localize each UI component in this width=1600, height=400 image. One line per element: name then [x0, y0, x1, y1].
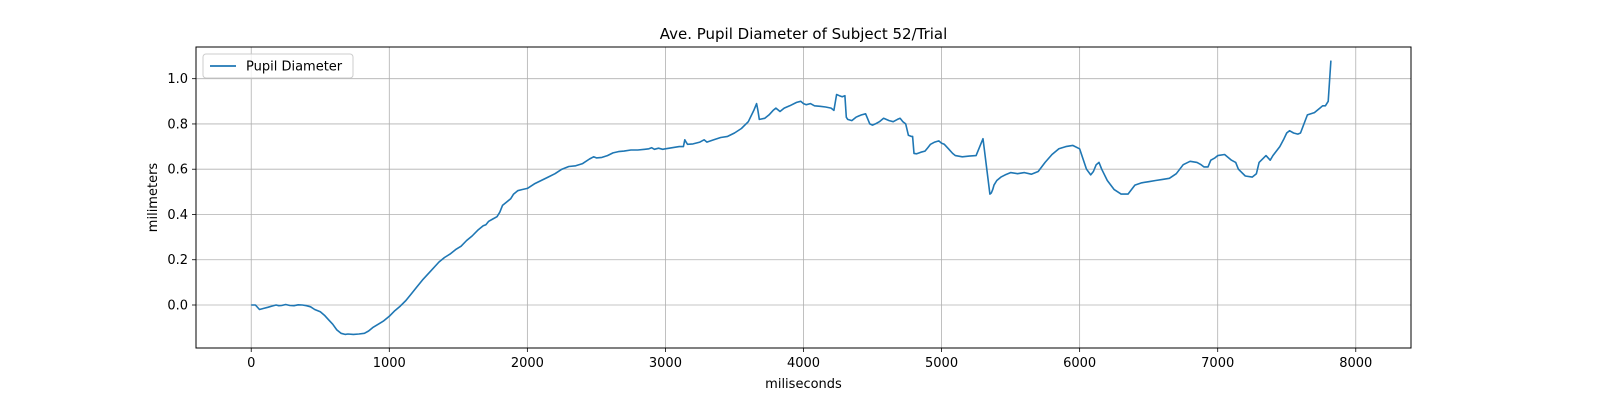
- x-tick-label: 1000: [373, 356, 406, 371]
- y-tick-label: 0.8: [167, 117, 188, 132]
- x-tick-label: 7000: [1201, 356, 1234, 371]
- series-layer: [251, 60, 1332, 336]
- y-tick-label: 0.4: [167, 208, 188, 223]
- x-tick-label: 0: [247, 356, 255, 371]
- series-line-pupil-diameter: [251, 60, 1332, 336]
- x-axis-label: miliseconds: [765, 377, 842, 392]
- y-tick-label: 0.2: [167, 253, 188, 268]
- grid-lines: [196, 47, 1411, 348]
- x-tick-label: 6000: [1063, 356, 1096, 371]
- x-tick-label: 5000: [925, 356, 958, 371]
- x-tick-label: 3000: [649, 356, 682, 371]
- y-tick-label: 0.0: [167, 299, 188, 314]
- x-tick-label: 2000: [511, 356, 544, 371]
- axis-ticks: 0 1000 2000 3000 4000 5000 6000 7000 8000 0.0 0.2 0…: [167, 72, 1372, 371]
- y-axis-label: milimeters: [146, 163, 161, 233]
- y-tick-label: 1.0: [167, 72, 188, 87]
- chart-title: Ave. Pupil Diameter of Subject 52/Trial: [660, 25, 948, 43]
- legend-label: Pupil Diameter: [246, 60, 343, 75]
- y-tick-label: 0.6: [167, 163, 188, 178]
- x-tick-label: 4000: [787, 356, 820, 371]
- legend-box: [202, 53, 354, 79]
- legend: Pupil Diameter: [202, 53, 354, 79]
- x-tick-label: 8000: [1339, 356, 1372, 371]
